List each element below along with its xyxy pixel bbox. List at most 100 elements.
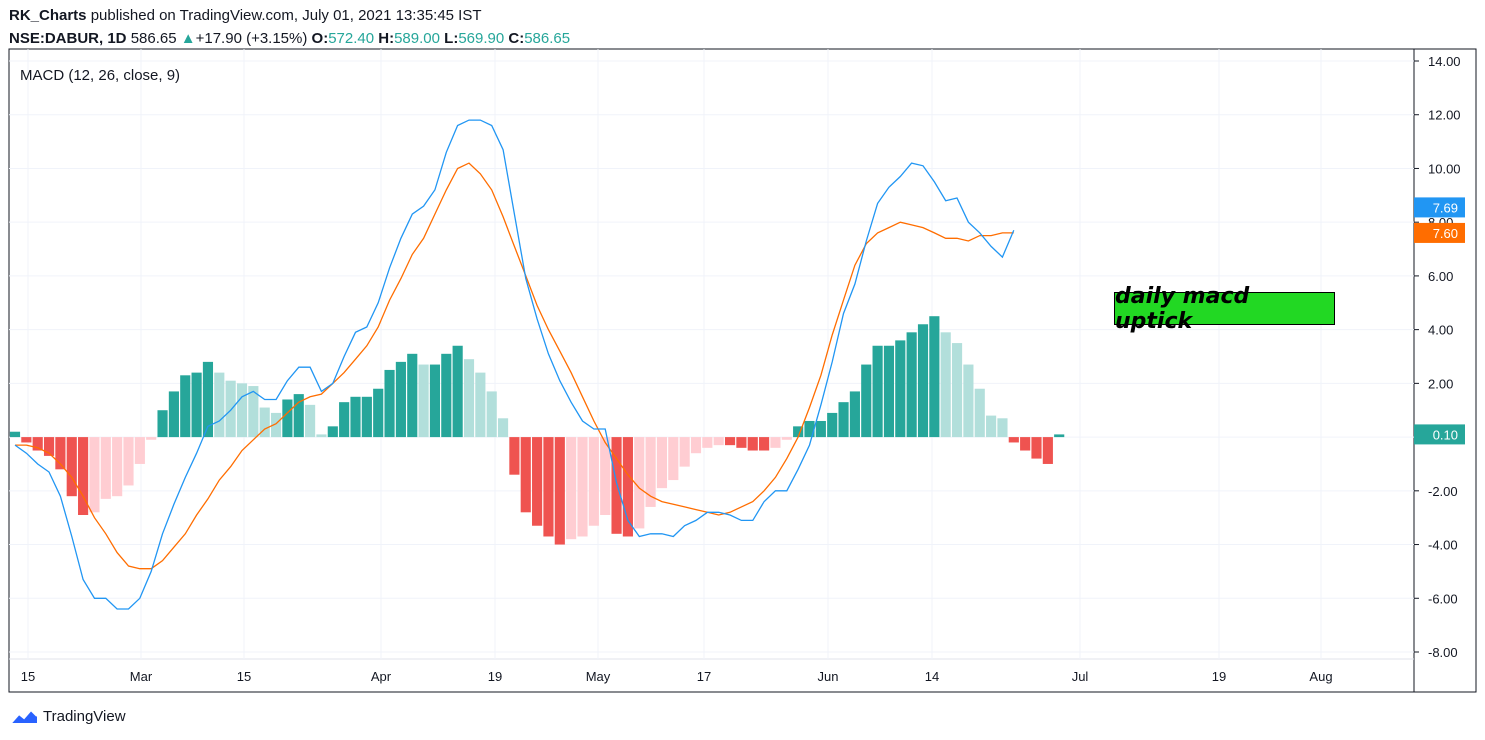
y-tick-label: 4.00: [1428, 323, 1453, 338]
histogram-bar: [100, 437, 111, 499]
histogram-bar: [838, 402, 849, 438]
histogram-bar: [1020, 437, 1031, 451]
macd-price-badge: 7.69: [1433, 200, 1458, 215]
y-tick-label: -2.00: [1428, 484, 1458, 499]
x-tick-label: Mar: [130, 669, 153, 684]
histogram-bar: [384, 369, 395, 438]
histogram-bar: [78, 437, 89, 515]
published-text: published on TradingView.com, July 01, 2…: [90, 7, 482, 24]
close-value: 586.65: [524, 30, 571, 47]
histogram-bar: [350, 396, 361, 438]
histogram-bar: [55, 437, 66, 470]
histogram-bar: [112, 437, 123, 497]
histogram-bar: [656, 437, 668, 489]
histogram-bar: [872, 345, 883, 438]
histogram-bar: [225, 380, 236, 438]
histogram-bar: [361, 396, 372, 438]
brand-name: TradingView: [43, 707, 126, 725]
x-tick-label: Jul: [1072, 669, 1089, 684]
histogram-bar: [236, 383, 248, 438]
histogram-price-badge-bg: [1414, 424, 1465, 445]
histogram-bar: [849, 391, 860, 438]
price-badges: 7.69 7.60 0.10: [1414, 197, 1465, 445]
histogram-bar: [293, 394, 304, 438]
histogram-bar: [645, 437, 656, 507]
low-value: 569.90: [458, 30, 505, 47]
chart-frame: [8, 48, 1477, 693]
histogram-bar: [861, 364, 872, 438]
signal-price-badge-bg: [1414, 222, 1465, 243]
histogram-bar: [282, 399, 293, 438]
y-tick-label: 10.00: [1428, 161, 1461, 176]
x-tick-label: May: [586, 669, 611, 684]
price-change: +17.90 (+3.15%): [195, 30, 308, 47]
histogram-bar: [929, 316, 940, 438]
macd-price-badge-bg: [1414, 197, 1465, 218]
histogram-bar: [429, 364, 441, 438]
histogram-bar: [497, 418, 509, 438]
histogram-bar: [543, 437, 554, 537]
x-tick-label: 19: [488, 669, 502, 684]
histogram-bar: [895, 340, 906, 438]
histogram-bar: [1042, 437, 1053, 464]
histogram-bar: [532, 437, 543, 526]
symbol-name[interactable]: NSE:DABUR, 1D: [9, 30, 127, 47]
histogram-bar: [1054, 434, 1065, 438]
indicator-label[interactable]: MACD (12, 26, close, 9): [20, 67, 181, 84]
histogram-bar: [668, 437, 679, 481]
histogram-bar: [781, 437, 792, 440]
close-label: C:: [508, 30, 525, 47]
histogram-bar: [566, 437, 577, 540]
x-axis-ticks: 15 Mar 15 Apr 19 May 17 Jun 14 Jul 19 Aug: [21, 669, 1333, 684]
histogram-bar: [21, 437, 32, 443]
histogram-bar: [577, 437, 588, 537]
histogram-bar: [202, 361, 214, 438]
x-tick-label: 14: [925, 669, 939, 684]
x-tick-label: 19: [1212, 669, 1226, 684]
y-tick-label: 14.00: [1428, 54, 1461, 69]
histogram-bar: [134, 437, 145, 464]
histogram-bar: [759, 437, 770, 451]
histogram-bar: [906, 332, 917, 438]
signal-line: [15, 162, 1014, 570]
histogram-bar: [634, 437, 645, 529]
y-tick-label: 6.00: [1428, 269, 1453, 284]
histogram-price-badge: 0.10: [1433, 427, 1458, 442]
histogram-bar: [1031, 437, 1042, 459]
y-tick-label: -8.00: [1428, 645, 1458, 660]
y-tick-label: 12.00: [1428, 108, 1461, 123]
annotation-box[interactable]: daily macd uptick: [1114, 284, 1335, 334]
histogram-bar: [248, 386, 259, 438]
histogram-bar: [475, 372, 486, 438]
high-value: 589.00: [394, 30, 440, 47]
histogram-bar: [770, 437, 781, 448]
histogram-bar: [793, 426, 804, 438]
histogram-bar: [418, 364, 429, 438]
histogram-bar: [747, 437, 758, 451]
author-name[interactable]: RK_Charts: [9, 7, 87, 24]
histogram-bar: [316, 434, 327, 438]
grid: [9, 49, 1414, 659]
histogram-bar: [123, 437, 134, 486]
open-value: 572.40: [328, 30, 375, 47]
histogram-bar: [452, 345, 463, 438]
histogram-bar: [520, 437, 531, 513]
histogram-bar: [191, 372, 202, 438]
symbol-info: NSE:DABUR, 1D 586.65 ▲+17.90 (+3.15%) O:…: [9, 30, 570, 47]
histogram-bar: [963, 364, 974, 438]
histogram-bar: [259, 407, 270, 438]
histogram-bar: [827, 412, 838, 438]
histogram-bar: [815, 420, 826, 438]
x-tick-label: Apr: [371, 669, 392, 684]
signal-price-badge: 7.60: [1433, 226, 1458, 241]
histogram-bar: [168, 391, 179, 438]
y-axis-ticks: 14.0012.0010.008.006.004.002.000.00-2.00…: [1414, 54, 1461, 660]
y-tick-label: 2.00: [1428, 376, 1453, 391]
tradingview-logo[interactable]: TradingView: [9, 707, 126, 725]
histogram-bar: [270, 412, 282, 438]
histogram-bar: [146, 437, 157, 440]
histogram-bar: [214, 372, 225, 438]
histogram-bar: [804, 420, 815, 438]
x-tick-label: Jun: [818, 669, 839, 684]
